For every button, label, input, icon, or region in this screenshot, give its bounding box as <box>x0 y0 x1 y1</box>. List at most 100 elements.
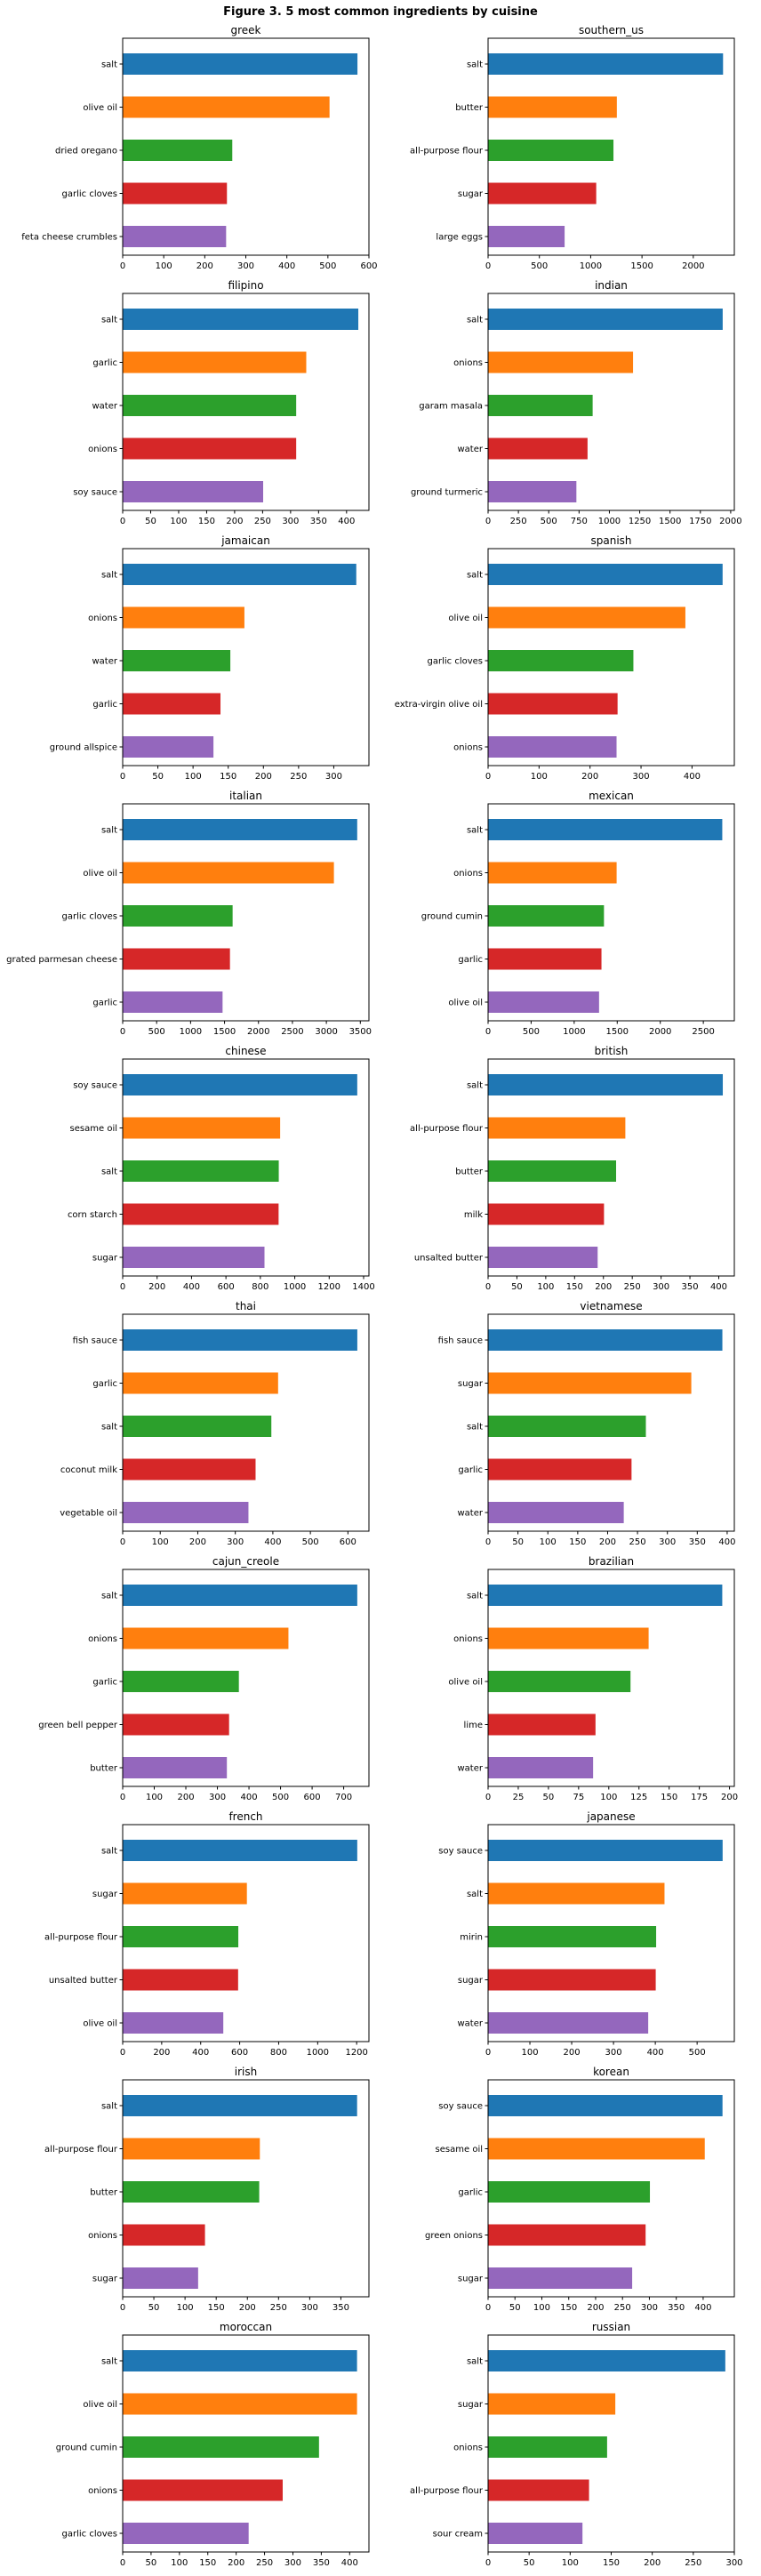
x-tick-label: 0 <box>485 2558 491 2568</box>
y-tick-label: olive oil <box>448 614 483 623</box>
bar <box>488 351 634 373</box>
bar <box>123 1757 228 1778</box>
bar <box>123 1329 357 1351</box>
x-tick-label: 400 <box>718 1537 735 1547</box>
x-tick-label: 200 <box>595 1282 612 1292</box>
x-tick-label: 150 <box>198 517 215 526</box>
bar <box>123 2267 198 2289</box>
y-tick-label: salt <box>101 826 117 836</box>
y-tick-label: salt <box>101 1592 117 1601</box>
y-tick-label: salt <box>467 1423 483 1432</box>
x-tick-label: 0 <box>485 1027 491 1037</box>
x-tick-label: 400 <box>264 1537 281 1547</box>
x-tick-label: 200 <box>564 2048 581 2058</box>
x-tick-label: 200 <box>153 2048 170 2058</box>
x-tick-label: 125 <box>630 1793 647 1802</box>
bar <box>488 1585 723 1606</box>
y-tick-label: salt <box>467 1890 483 1899</box>
bar <box>123 1713 229 1736</box>
x-tick-label: 100 <box>562 2558 579 2568</box>
y-tick-label: sugar <box>458 189 484 199</box>
x-tick-label: 1750 <box>689 517 711 526</box>
subplot-title: russian <box>592 2321 630 2333</box>
axes-frame <box>487 293 735 511</box>
bar <box>123 991 223 1013</box>
bar <box>123 1117 281 1139</box>
bar <box>488 1247 598 1268</box>
x-tick-label: 100 <box>540 1537 557 1547</box>
x-tick-label: 300 <box>282 517 299 526</box>
x-tick-label: 100 <box>537 1282 554 1292</box>
x-tick-label: 1250 <box>629 517 651 526</box>
y-tick-label: ground turmeric <box>411 488 483 498</box>
y-tick-label: sugar <box>458 1379 484 1389</box>
x-tick-label: 50 <box>148 2303 160 2313</box>
bar <box>488 1203 605 1225</box>
y-tick-label: all-purpose flour <box>410 2486 484 2496</box>
x-tick-label: 800 <box>270 2048 287 2058</box>
bar <box>488 2479 589 2501</box>
x-tick-label: 200 <box>587 2303 604 2313</box>
y-tick-label: sugar <box>92 2275 118 2284</box>
bar <box>488 2267 633 2289</box>
y-tick-label: onions <box>453 869 483 879</box>
x-tick-label: 400 <box>278 261 295 271</box>
y-tick-label: large eggs <box>436 233 483 243</box>
bar <box>123 1840 357 1861</box>
x-tick-label: 50 <box>524 2558 535 2568</box>
bar <box>488 1458 632 1481</box>
x-tick-label: 100 <box>533 2303 550 2313</box>
x-tick-label: 250 <box>254 517 271 526</box>
x-tick-label: 50 <box>146 2558 157 2568</box>
bar <box>123 1074 357 1095</box>
x-tick-label: 400 <box>241 1793 258 1802</box>
y-tick-label: vegetable oil <box>60 1509 117 1519</box>
x-tick-label: 1200 <box>345 2048 367 2058</box>
bar <box>123 2181 260 2203</box>
y-tick-label: water <box>458 445 484 454</box>
bar <box>488 1329 723 1351</box>
y-tick-label: onions <box>88 614 117 623</box>
x-tick-label: 150 <box>661 1793 677 1802</box>
bar <box>488 1757 594 1778</box>
subplot-title: spanish <box>590 534 631 547</box>
y-tick-label: sesame oil <box>70 1124 117 1134</box>
bar <box>488 182 597 205</box>
y-tick-label: water <box>458 1509 484 1519</box>
x-tick-label: 1000 <box>580 261 602 271</box>
bar <box>123 53 358 75</box>
x-tick-label: 350 <box>310 517 327 526</box>
bar <box>123 2224 205 2246</box>
x-tick-label: 0 <box>120 261 125 271</box>
bar <box>488 2436 607 2458</box>
x-tick-label: 100 <box>152 1537 169 1547</box>
y-tick-label: garam masala <box>419 402 483 412</box>
x-tick-label: 300 <box>284 2558 301 2568</box>
x-tick-label: 0 <box>120 1027 125 1037</box>
y-tick-label: milk <box>464 1210 483 1220</box>
y-tick-label: garlic <box>458 1465 483 1475</box>
subplot-title: italian <box>229 790 262 802</box>
bar <box>488 1840 723 1861</box>
bar <box>123 2095 357 2116</box>
axes-frame <box>487 2334 735 2553</box>
y-tick-label: mirin <box>460 1933 483 1943</box>
y-tick-label: salt <box>101 1168 117 1177</box>
x-tick-label: 2000 <box>247 1027 269 1037</box>
axes-frame <box>487 1313 735 1532</box>
x-tick-label: 600 <box>360 261 377 271</box>
x-tick-label: 350 <box>689 1537 706 1547</box>
x-tick-label: 500 <box>689 2048 706 2058</box>
y-tick-label: onions <box>88 445 117 454</box>
y-tick-label: onions <box>88 2486 117 2496</box>
x-tick-label: 200 <box>177 1793 194 1802</box>
x-tick-label: 300 <box>237 261 254 271</box>
y-tick-label: salt <box>467 571 483 581</box>
x-tick-label: 500 <box>523 1027 540 1037</box>
y-tick-label: fish sauce <box>73 1336 117 1346</box>
x-tick-label: 1000 <box>180 1027 202 1037</box>
axes-frame <box>122 1824 370 2042</box>
x-tick-label: 600 <box>231 2048 248 2058</box>
subplot-title: jamaican <box>220 534 270 547</box>
bar <box>488 1160 617 1182</box>
